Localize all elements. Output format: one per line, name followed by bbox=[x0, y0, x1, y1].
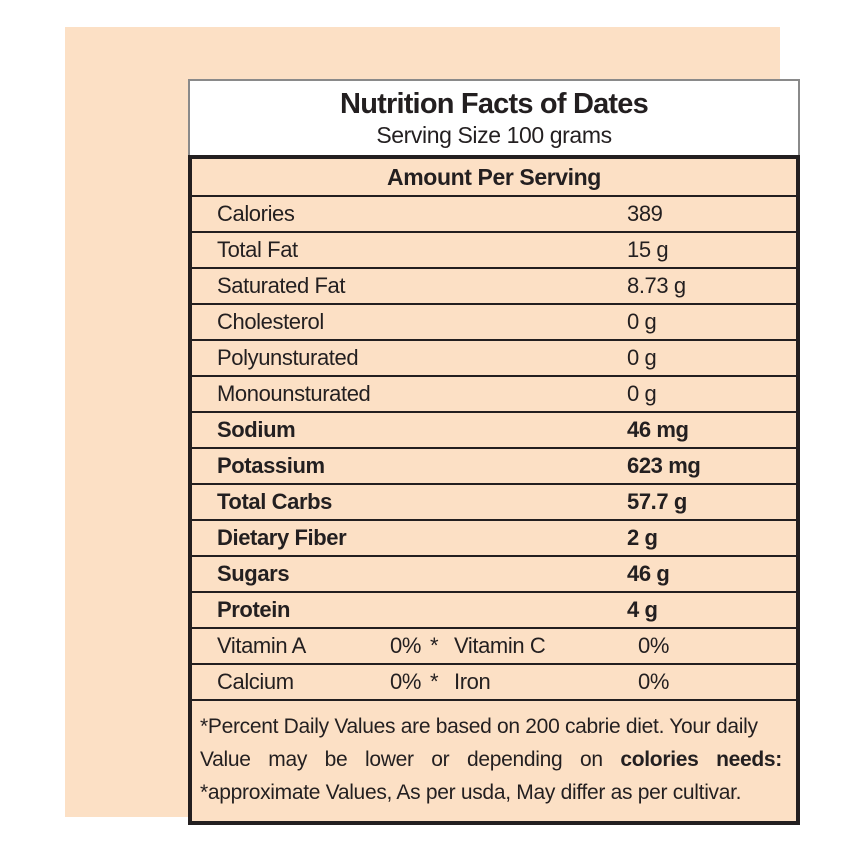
nutrient-value: 46 g bbox=[627, 561, 670, 586]
nutrient-label: Calories bbox=[217, 201, 295, 226]
label-title: Nutrition Facts of Dates bbox=[340, 88, 649, 120]
nutrient-row-potassium: Potassium 623 mg bbox=[192, 449, 796, 485]
nutrient-label: Sugars bbox=[217, 561, 290, 586]
label-header: Nutrition Facts of Dates Serving Size 10… bbox=[188, 79, 800, 155]
nutrient-label: Protein bbox=[217, 597, 290, 622]
nutrient-value: 623 mg bbox=[627, 453, 701, 478]
nutrient-row-total-fat: Total Fat 15 g bbox=[192, 233, 796, 269]
nutrient-label: Sodium bbox=[217, 417, 296, 442]
nutrient-value: 0 g bbox=[627, 309, 657, 334]
nutrient-row-saturated-fat: Saturated Fat 8.73 g bbox=[192, 269, 796, 305]
micronutrient-value-1: 0% bbox=[390, 633, 421, 658]
label-body: Amount Per Serving Calories 389 Total Fa… bbox=[188, 155, 800, 825]
footnote-line-2-bold: colories needs: bbox=[620, 748, 782, 771]
amount-per-serving-header: Amount Per Serving bbox=[192, 159, 796, 197]
nutrient-label: Polyunsturated bbox=[217, 345, 359, 370]
nutrient-row-protein: Protein 4 g bbox=[192, 593, 796, 629]
nutrient-label: Potassium bbox=[217, 453, 325, 478]
asterisk-separator: * bbox=[430, 633, 439, 658]
micronutrient-value-1: 0% bbox=[390, 669, 421, 694]
nutrient-value: 46 mg bbox=[627, 417, 689, 442]
micronutrient-label-1: Calcium bbox=[217, 669, 294, 694]
micronutrient-label-2: Vitamin C bbox=[454, 633, 546, 658]
nutrient-label: Dietary Fiber bbox=[217, 525, 347, 550]
nutrient-value: 15 g bbox=[627, 237, 669, 262]
footnote-line-3: *approximate Values, As per usda, May di… bbox=[200, 781, 742, 804]
footnote-line-2: Value may be lower or depending on color… bbox=[200, 743, 782, 776]
nutrient-value: 389 bbox=[627, 201, 663, 226]
serving-size-text: Serving Size 100 grams bbox=[376, 122, 612, 148]
nutrition-facts-label: Nutrition Facts of Dates Serving Size 10… bbox=[188, 79, 800, 825]
asterisk-separator: * bbox=[430, 669, 439, 694]
nutrient-value: 0 g bbox=[627, 345, 657, 370]
nutrient-value: 0 g bbox=[627, 381, 657, 406]
micronutrient-row-vitamins: Vitamin A 0% * Vitamin C 0% bbox=[192, 629, 796, 665]
nutrient-value: 2 g bbox=[627, 525, 658, 550]
nutrient-label: Total Carbs bbox=[217, 489, 332, 514]
label-background-panel: Nutrition Facts of Dates Serving Size 10… bbox=[65, 27, 800, 825]
nutrient-label: Total Fat bbox=[217, 237, 298, 262]
nutrient-row-sugars: Sugars 46 g bbox=[192, 557, 796, 593]
footnote: *Percent Daily Values are based on 200 c… bbox=[192, 701, 796, 821]
nutrient-row-monounsaturated: Monounsturated 0 g bbox=[192, 377, 796, 413]
micronutrient-value-2: 0% bbox=[638, 669, 669, 694]
nutrient-value: 4 g bbox=[627, 597, 658, 622]
nutrient-row-dietary-fiber: Dietary Fiber 2 g bbox=[192, 521, 796, 557]
nutrient-row-sodium: Sodium 46 mg bbox=[192, 413, 796, 449]
footnote-line-1: *Percent Daily Values are based on 200 c… bbox=[200, 715, 758, 738]
micronutrient-value-2: 0% bbox=[638, 633, 669, 658]
nutrient-row-total-carbs: Total Carbs 57.7 g bbox=[192, 485, 796, 521]
micronutrient-label-2: Iron bbox=[454, 669, 491, 694]
nutrient-row-polyunsaturated: Polyunsturated 0 g bbox=[192, 341, 796, 377]
nutrient-row-cholesterol: Cholesterol 0 g bbox=[192, 305, 796, 341]
nutrient-label: Cholesterol bbox=[217, 309, 324, 334]
nutrient-value: 57.7 g bbox=[627, 489, 687, 514]
nutrient-value: 8.73 g bbox=[627, 273, 686, 298]
nutrient-label: Saturated Fat bbox=[217, 273, 346, 298]
micronutrient-row-minerals: Calcium 0% * Iron 0% bbox=[192, 665, 796, 701]
nutrient-row-calories: Calories 389 bbox=[192, 197, 796, 233]
footnote-line-2-text: Value may be lower or depending on bbox=[200, 748, 603, 771]
nutrient-label: Monounsturated bbox=[217, 381, 371, 406]
micronutrient-label-1: Vitamin A bbox=[217, 633, 306, 658]
